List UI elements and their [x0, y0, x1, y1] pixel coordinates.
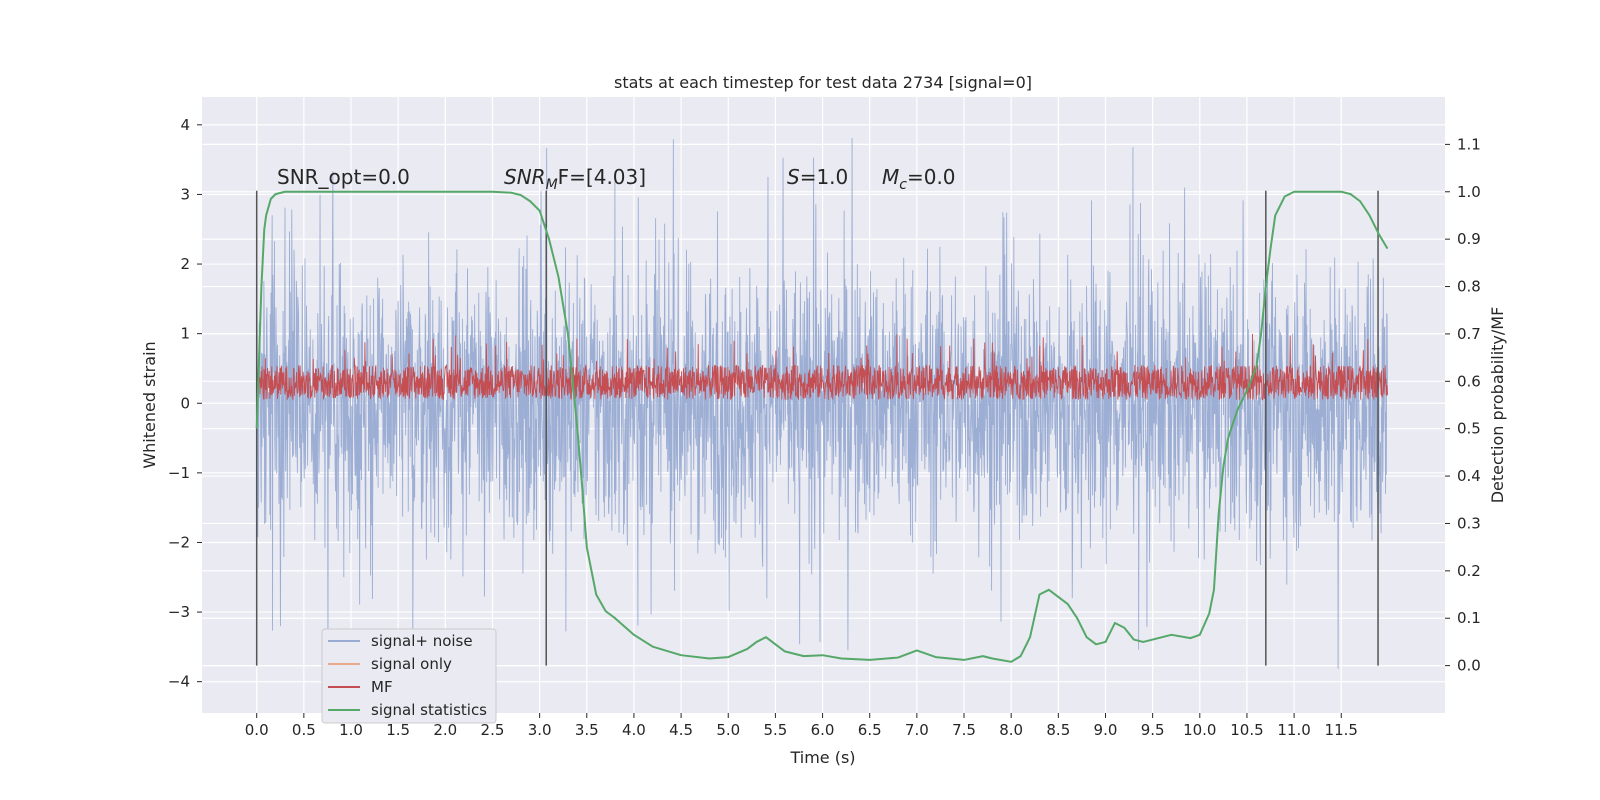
x-tick-label: 6.0 — [811, 721, 835, 739]
annotation-s-main: S — [787, 165, 800, 189]
x-tick-label: 5.5 — [763, 721, 787, 739]
legend-label-signal-only: signal only — [371, 655, 452, 673]
annotation-snr-opt: SNR_opt=0.0 — [277, 165, 410, 189]
y2-tick-label: 0.3 — [1457, 514, 1481, 532]
y2-axis-ticks: 0.0 0.1 0.2 0.3 0.4 0.5 0.6 0.7 0.8 0.9 1.0 1.1 — [1445, 135, 1481, 675]
series-mf — [256, 333, 1388, 401]
y2-tick-label: 0.5 — [1457, 420, 1481, 438]
y2-tick-label: 0.4 — [1457, 467, 1481, 485]
y-axis-label: Whitened strain — [140, 341, 159, 468]
legend-label-signal-statistics: signal statistics — [371, 701, 487, 719]
annotation-snr-mf-rest: F=[4.03] — [558, 165, 646, 189]
y-tick-label: 1 — [180, 325, 190, 343]
legend: signal+ noise signal only MF signal stat… — [321, 628, 497, 724]
x-tick-label: 2.5 — [481, 721, 505, 739]
legend-label-mf: MF — [371, 678, 393, 696]
y-tick-label: −1 — [168, 464, 190, 482]
y-tick-label: 4 — [180, 116, 190, 134]
y2-tick-label: 0.9 — [1457, 230, 1481, 248]
y-axis-ticks: −4 −3 −2 −1 0 1 2 3 4 — [168, 116, 202, 691]
y-tick-label: 0 — [180, 394, 190, 412]
annotation-snr-mf-main: SNR — [504, 165, 546, 189]
signal-statistics-line — [255, 190, 1389, 663]
y-tick-label: −3 — [168, 603, 190, 621]
x-tick-label: 0.0 — [245, 721, 269, 739]
annotation-mc-sub: c — [899, 177, 907, 193]
annotation-mc: Mc=0.0 — [882, 165, 956, 193]
annotation-s: S=1.0 — [787, 165, 848, 189]
legend-label-signal-plus-noise: signal+ noise — [371, 632, 473, 650]
y2-tick-label: 0.8 — [1457, 278, 1481, 296]
x-tick-label: 11.0 — [1277, 721, 1310, 739]
x-tick-label: 2.0 — [433, 721, 457, 739]
x-tick-label: 7.0 — [905, 721, 929, 739]
y2-tick-label: 0.6 — [1457, 372, 1481, 390]
x-axis-label: Time (s) — [789, 748, 855, 767]
legend-box — [321, 628, 497, 724]
series-signal-plus-noise — [256, 138, 1388, 669]
annotation-s-rest: =1.0 — [800, 165, 849, 189]
x-tick-label: 1.5 — [386, 721, 410, 739]
x-tick-label: 3.0 — [528, 721, 552, 739]
annotation-mc-rest: =0.0 — [907, 165, 956, 189]
y2-tick-label: 0.2 — [1457, 562, 1481, 580]
annotation-snr-mf-sub: M — [546, 177, 558, 193]
x-tick-label: 9.0 — [1094, 721, 1118, 739]
y2-axis-label: Detection probability/MF — [1488, 307, 1507, 504]
x-axis-ticks: 0.0 0.5 1.0 1.5 2.0 2.5 3.0 3.5 4.0 4.5 5.0 5.5 6.0 6… — [245, 713, 1358, 739]
y-tick-label: 3 — [180, 185, 190, 203]
x-tick-label: 0.5 — [292, 721, 316, 739]
x-tick-label: 1.0 — [339, 721, 363, 739]
annotation-snr-mf: SNRMF=[4.03] — [504, 165, 646, 193]
series-signal-statistics — [255, 190, 1389, 663]
y2-tick-label: 0.7 — [1457, 325, 1481, 343]
x-tick-label: 3.5 — [575, 721, 599, 739]
grid — [202, 97, 1445, 713]
x-tick-label: 10.0 — [1183, 721, 1216, 739]
x-tick-label: 10.5 — [1230, 721, 1263, 739]
x-tick-label: 6.5 — [858, 721, 882, 739]
chart-title: stats at each timestep for test data 273… — [614, 73, 1032, 92]
y2-tick-label: 0.1 — [1457, 609, 1481, 627]
x-tick-label: 11.5 — [1325, 721, 1358, 739]
y2-tick-label: 1.1 — [1457, 135, 1481, 153]
x-tick-label: 8.0 — [999, 721, 1023, 739]
x-tick-label: 8.5 — [1046, 721, 1070, 739]
mf-line — [256, 333, 1388, 401]
y-tick-label: −2 — [168, 533, 190, 551]
annotation-mc-main: M — [882, 165, 899, 189]
signal-plus-noise-line — [256, 138, 1388, 669]
x-tick-label: 4.0 — [622, 721, 646, 739]
x-tick-label: 5.0 — [716, 721, 740, 739]
x-tick-label: 4.5 — [669, 721, 693, 739]
y-tick-label: −4 — [168, 673, 190, 691]
x-tick-label: 9.5 — [1141, 721, 1165, 739]
y2-tick-label: 0.0 — [1457, 657, 1481, 675]
x-tick-label: 7.5 — [952, 721, 976, 739]
y-tick-label: 2 — [180, 255, 190, 273]
y2-tick-label: 1.0 — [1457, 183, 1481, 201]
